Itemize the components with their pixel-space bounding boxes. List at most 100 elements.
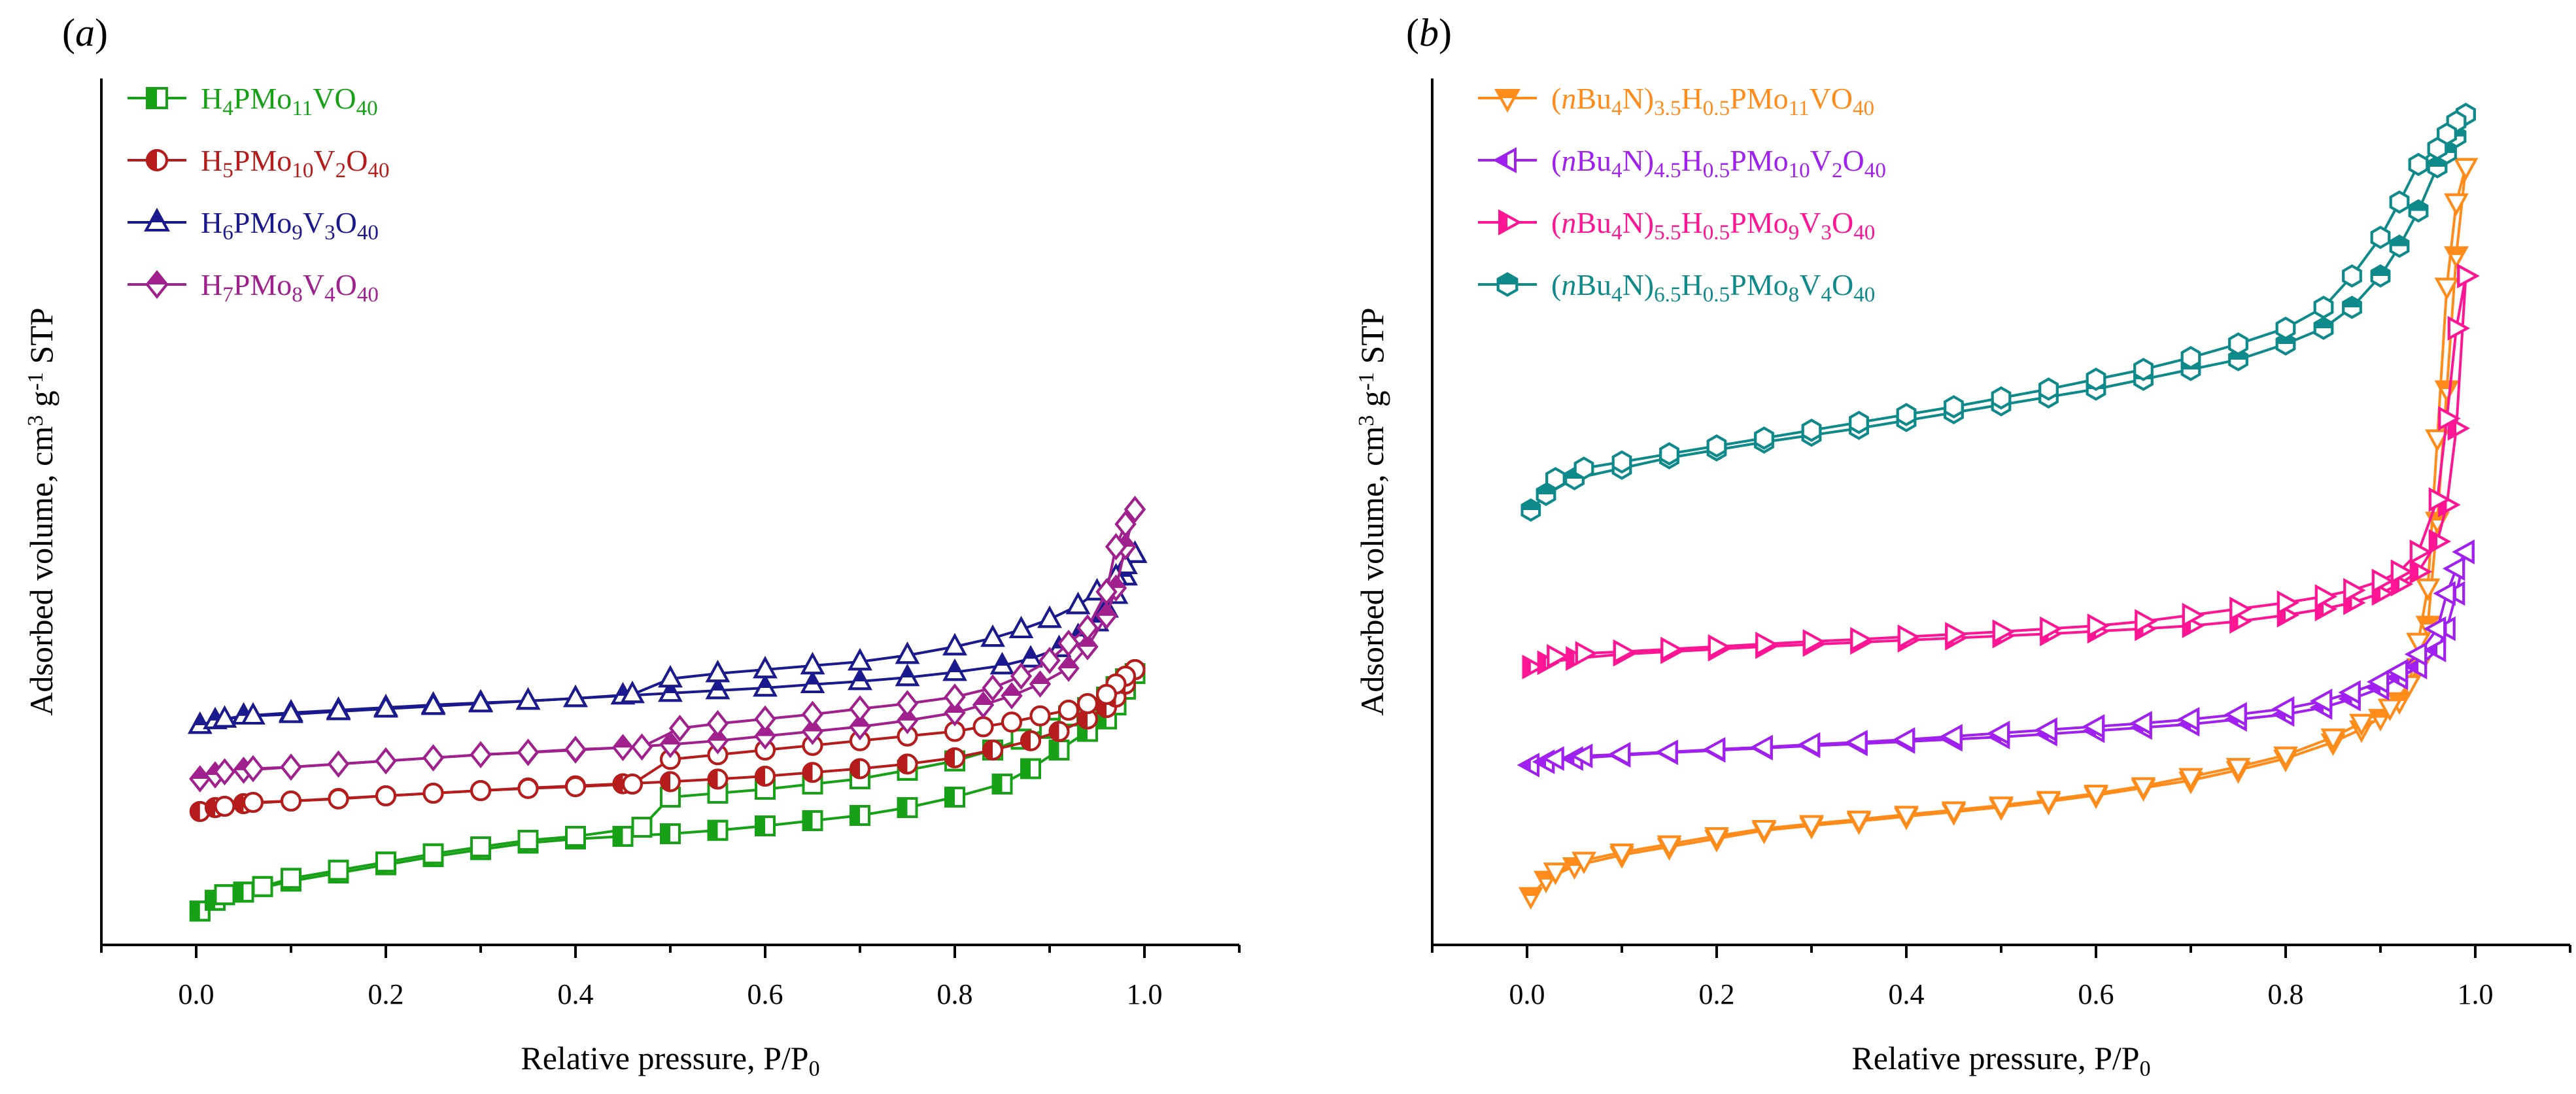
desorption-point xyxy=(1095,578,1118,606)
adsorption-point xyxy=(1018,645,1043,668)
adsorption-point xyxy=(707,768,729,790)
desorption-point xyxy=(1655,740,1678,764)
desorption-point xyxy=(515,687,541,710)
legend-entry: H4PMo11VO40 xyxy=(128,82,378,120)
series-3 xyxy=(1520,103,2476,522)
desorption-point xyxy=(470,836,491,857)
desorption-point xyxy=(1545,467,1566,490)
desorption-point xyxy=(2424,616,2447,641)
desorption-point xyxy=(2272,696,2295,721)
adsorption-point xyxy=(991,774,1013,795)
desorption-point xyxy=(972,716,994,738)
desorption-point xyxy=(1754,426,1774,450)
desorption-point xyxy=(1989,796,2014,819)
desorption-point xyxy=(243,792,264,813)
desorption-point xyxy=(470,780,491,801)
desorption-point xyxy=(1798,732,1821,757)
desorption-point xyxy=(1801,419,1822,442)
series-2 xyxy=(1522,264,2480,679)
desorption-point xyxy=(2438,406,2461,431)
adsorption-point xyxy=(2313,316,2334,340)
adsorption-point xyxy=(1020,758,1041,779)
adsorption-point xyxy=(660,771,681,793)
desorption-point xyxy=(1613,639,1636,664)
desorption-point xyxy=(2425,429,2450,452)
adsorption-point xyxy=(2370,264,2391,288)
desorption-point xyxy=(563,685,588,708)
desorption-point xyxy=(1897,624,1920,649)
adsorption-point xyxy=(802,810,823,831)
desorption-point xyxy=(565,826,586,847)
desorption-point xyxy=(980,624,1005,647)
adsorption-point xyxy=(895,664,920,687)
desorption-point xyxy=(1845,730,1868,755)
adsorption-point xyxy=(706,727,729,755)
desorption-point xyxy=(280,753,302,781)
desorption-point xyxy=(252,876,273,897)
desorption-point xyxy=(281,868,301,889)
desorption-point xyxy=(2035,717,2057,742)
desorption-point xyxy=(982,674,1004,702)
legend-marker xyxy=(1494,89,1520,113)
adsorption-point xyxy=(942,658,967,681)
desorption-point xyxy=(1076,614,1099,641)
adsorption-point xyxy=(611,734,634,761)
legend-label: H5PMo10V2O40 xyxy=(201,144,390,182)
adsorption-point xyxy=(1048,721,1070,742)
x-tick-label: 0.0 xyxy=(1509,978,1545,1010)
x-tick-label: 0.6 xyxy=(747,978,783,1010)
adsorption-point xyxy=(897,797,918,818)
adsorption-point xyxy=(189,765,211,793)
chart-panel-b: (b) 0.0 0.2 0.4 0.6 0.8 1.0 Relative pressure, … xyxy=(1354,11,2571,1081)
desorption-point xyxy=(1547,644,1570,669)
desorption-point xyxy=(2177,707,2200,732)
desorption-point xyxy=(1708,634,1730,659)
desorption-point xyxy=(1799,815,1824,838)
desorption-point xyxy=(328,859,349,881)
desorption-point xyxy=(1609,844,1634,866)
legend-entry: H7PMo8V4O40 xyxy=(128,268,379,307)
adsorption-point xyxy=(2368,709,2393,732)
desorption-point xyxy=(658,665,683,688)
adsorption-point xyxy=(944,747,965,768)
desorption-point xyxy=(1987,721,2010,745)
desorption-point xyxy=(281,791,301,812)
legend-label: (nBu4N)4.5H0.5PMo10V2O40 xyxy=(1551,144,1886,182)
desorption-point xyxy=(375,747,397,775)
desorption-point xyxy=(517,738,540,766)
desorption-point xyxy=(2314,584,2337,609)
desorption-point xyxy=(2367,669,2390,694)
desorption-point xyxy=(2038,377,2059,401)
legend-entry: H5PMo10V2O40 xyxy=(128,144,390,182)
adsorption-point xyxy=(754,722,776,750)
adsorption-point xyxy=(897,753,918,775)
desorption-point xyxy=(1065,592,1091,615)
legend-entry: (nBu4N)3.5H0.5PMo11VO40 xyxy=(1478,82,1874,120)
desorption-point xyxy=(620,681,645,704)
adsorption-point xyxy=(755,815,776,836)
x-tick-label: 1.0 xyxy=(1127,978,1163,1010)
desorption-point xyxy=(1608,742,1631,767)
adsorption-point xyxy=(1517,753,1539,778)
desorption-point xyxy=(2131,777,2156,800)
desorption-point xyxy=(375,851,396,873)
desorption-point xyxy=(421,692,446,715)
desorption-point xyxy=(2224,702,2247,727)
desorption-point xyxy=(422,783,444,804)
desorption-point xyxy=(705,660,730,683)
desorption-point xyxy=(327,750,350,778)
desorption-point xyxy=(2273,746,2298,769)
desorption-point xyxy=(668,715,691,742)
desorption-point xyxy=(1706,434,1727,458)
desorption-point xyxy=(1894,806,1919,829)
desorption-point xyxy=(1573,456,1594,480)
desorption-point xyxy=(422,843,444,864)
legend-entry: (nBu4N)6.5H0.5PMo8V4O40 xyxy=(1478,268,1875,307)
desorption-point xyxy=(279,700,303,723)
legend-entry: H6PMo9V3O40 xyxy=(128,206,379,245)
desorption-point xyxy=(1944,395,1964,419)
desorption-point xyxy=(1001,711,1022,733)
legend-marker xyxy=(1492,147,1517,173)
desorption-point xyxy=(2386,658,2409,684)
desorption-point xyxy=(1945,622,1968,647)
